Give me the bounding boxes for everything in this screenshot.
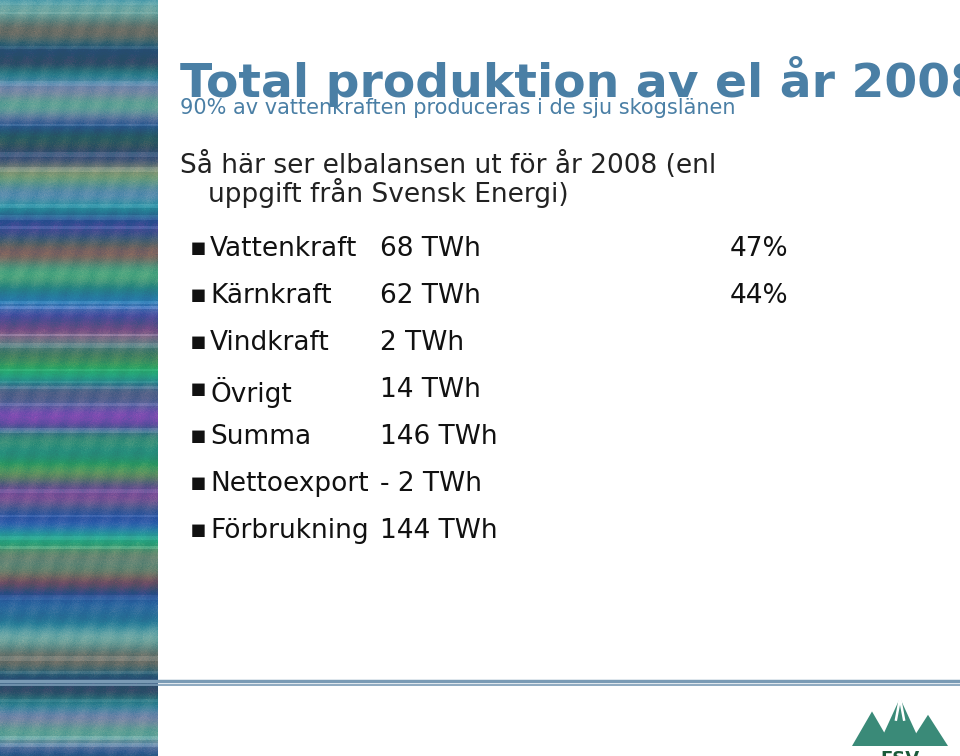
Polygon shape	[852, 711, 892, 746]
Text: 144 TWh: 144 TWh	[380, 518, 497, 544]
Text: uppgift från Svensk Energi): uppgift från Svensk Energi)	[208, 178, 568, 208]
Text: Förbrukning: Förbrukning	[210, 518, 369, 544]
Text: 2 TWh: 2 TWh	[380, 330, 464, 356]
Text: ▪: ▪	[190, 377, 207, 401]
Text: 47%: 47%	[730, 236, 788, 262]
Text: Nettoexport: Nettoexport	[210, 471, 369, 497]
Polygon shape	[878, 698, 922, 746]
Text: ▪: ▪	[190, 236, 207, 260]
Text: Övrigt: Övrigt	[210, 377, 292, 408]
Text: Total produktion av el år 2008: Total produktion av el år 2008	[180, 56, 960, 107]
Text: Kärnkraft: Kärnkraft	[210, 283, 331, 309]
Text: Vattenkraft: Vattenkraft	[210, 236, 357, 262]
Text: ▪: ▪	[190, 518, 207, 542]
Text: - 2 TWh: - 2 TWh	[380, 471, 482, 497]
Text: ▪: ▪	[190, 424, 207, 448]
Text: ▪: ▪	[190, 283, 207, 307]
Text: 62 TWh: 62 TWh	[380, 283, 481, 309]
Text: Vindkraft: Vindkraft	[210, 330, 329, 356]
Text: FSV: FSV	[880, 750, 920, 756]
Text: 146 TWh: 146 TWh	[380, 424, 497, 450]
Text: ▪: ▪	[190, 471, 207, 495]
Text: Summa: Summa	[210, 424, 311, 450]
Text: 44%: 44%	[730, 283, 788, 309]
Text: 90% av vattenkraften produceras i de sju skogslänen: 90% av vattenkraften produceras i de sju…	[180, 98, 735, 118]
Text: ▪: ▪	[190, 330, 207, 354]
Polygon shape	[908, 715, 948, 746]
Bar	[158, 0, 960, 756]
Text: 68 TWh: 68 TWh	[380, 236, 481, 262]
Text: 14 TWh: 14 TWh	[380, 377, 481, 403]
Text: Så här ser elbalansen ut för år 2008 (enl: Så här ser elbalansen ut för år 2008 (en…	[180, 151, 716, 179]
